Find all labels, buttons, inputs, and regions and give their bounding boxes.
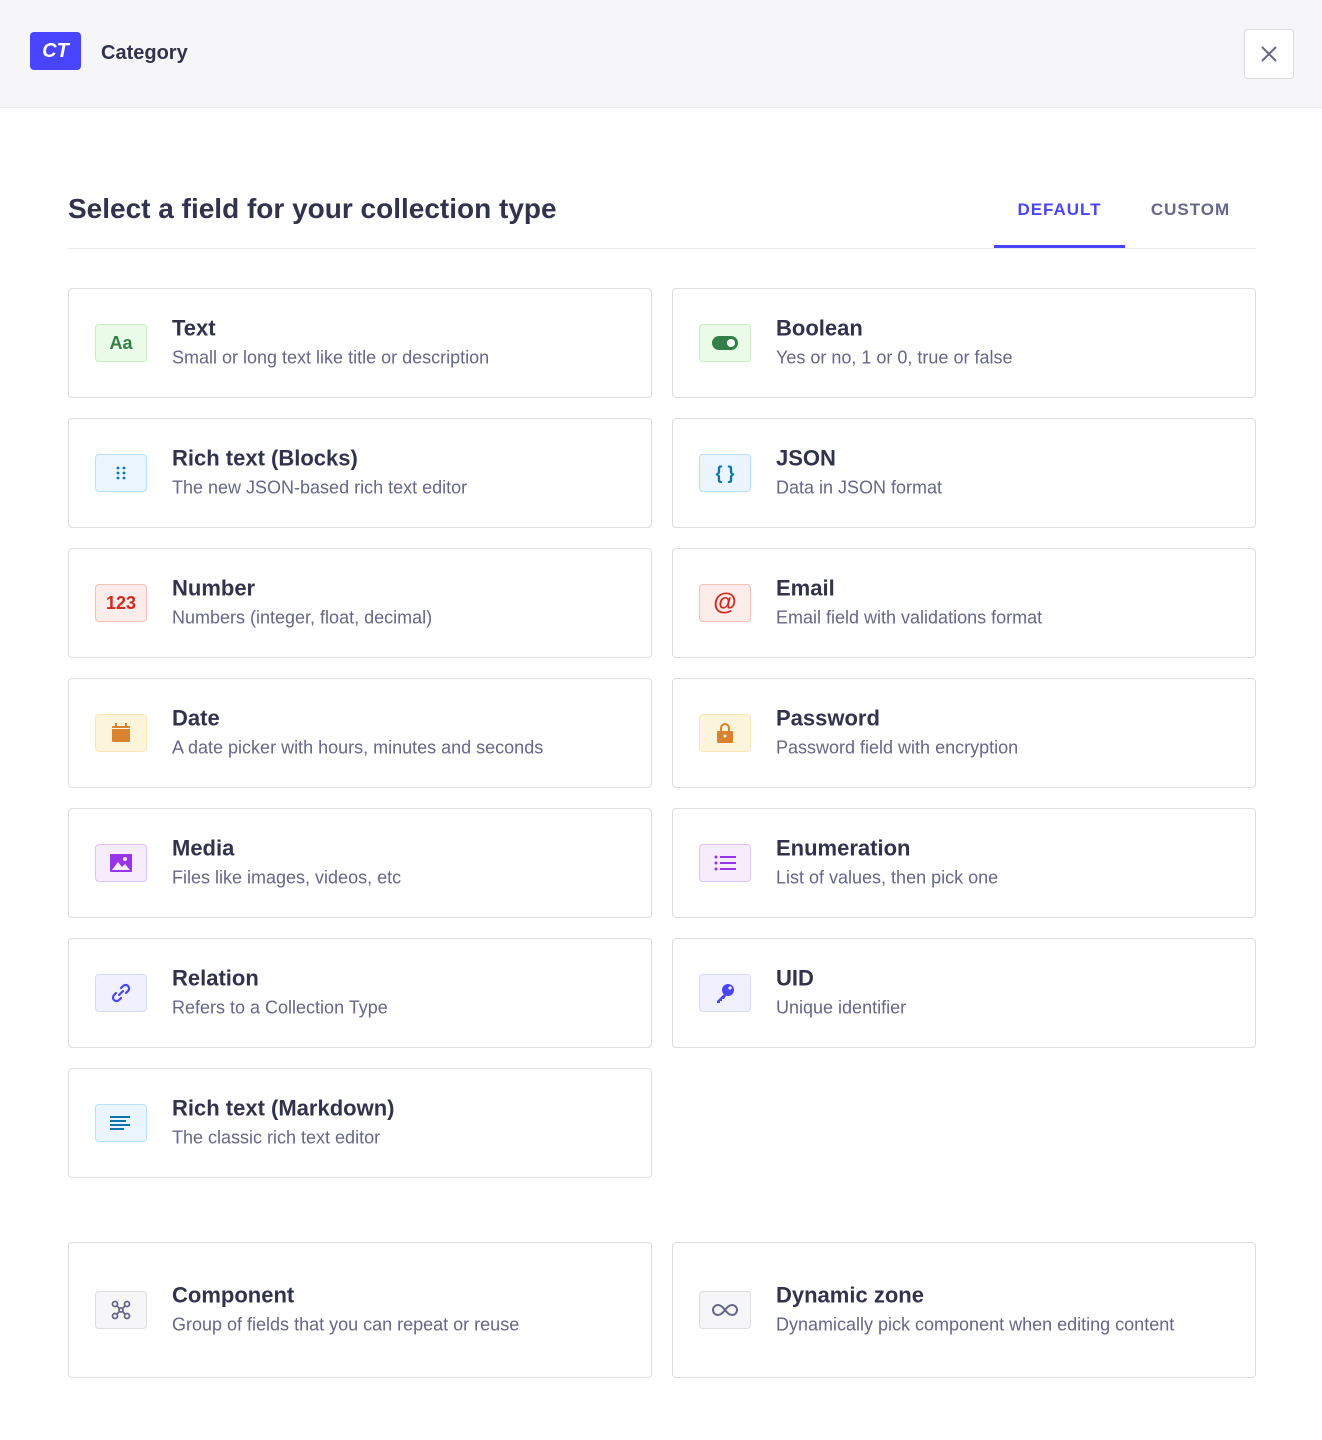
tab-custom[interactable]: CUSTOM <box>1150 200 1231 219</box>
field-description: The classic rich text editor <box>172 1127 381 1148</box>
field-description: List of values, then pick one <box>776 867 999 888</box>
component-icon <box>95 1291 147 1329</box>
field-title: Rich text (Markdown) <box>172 1095 395 1121</box>
field-title: Dynamic zone <box>776 1282 924 1308</box>
field-email[interactable]: @ Email Email field with validations form… <box>672 548 1256 658</box>
field-rich-text-markdown[interactable]: Rich text (Markdown) The classic rich tex… <box>68 1068 652 1178</box>
image-icon <box>95 844 147 882</box>
field-description: Dynamically pick component when editing … <box>776 1314 1175 1335</box>
number-icon: 123 <box>95 584 147 622</box>
field-title: Media <box>172 835 235 861</box>
field-title: JSON <box>776 445 836 471</box>
field-title: Enumeration <box>776 835 911 861</box>
field-title: Boolean <box>776 315 863 341</box>
text-icon: Aa <box>95 324 147 362</box>
toggle-icon <box>699 324 751 362</box>
field-password[interactable]: Password Password field with encryption <box>672 678 1256 788</box>
field-relation[interactable]: Relation Refers to a Collection Type <box>68 938 652 1048</box>
field-description: Password field with encryption <box>776 737 1019 758</box>
field-title: Component <box>172 1282 295 1308</box>
close-icon <box>1261 46 1277 62</box>
field-component[interactable]: Component Group of fields that you can re… <box>68 1242 652 1378</box>
field-description: Refers to a Collection Type <box>172 997 388 1018</box>
field-title: Email <box>776 575 835 601</box>
field-title: Password <box>776 705 880 731</box>
drag-dots-icon <box>95 454 147 492</box>
field-description: Group of fields that you can repeat or r… <box>172 1314 520 1335</box>
field-title: UID <box>776 965 814 991</box>
list-icon <box>699 844 751 882</box>
content-type-badge: CT <box>30 32 81 70</box>
content-type-name: Category <box>101 42 188 64</box>
field-description: The new JSON-based rich text editor <box>172 477 468 498</box>
field-description: Email field with validations format <box>776 607 1043 628</box>
field-media[interactable]: Media Files like images, videos, etc <box>68 808 652 918</box>
field-number[interactable]: 123 Number Numbers (integer, float, decim… <box>68 548 652 658</box>
field-description: Small or long text like title or descrip… <box>172 347 490 368</box>
tab-default[interactable]: DEFAULT <box>994 200 1125 248</box>
calendar-icon <box>95 714 147 752</box>
field-dynamic-zone[interactable]: Dynamic zone Dynamically pick component w… <box>672 1242 1256 1378</box>
key-icon <box>699 974 751 1012</box>
field-title: Relation <box>172 965 259 991</box>
field-title: Text <box>172 315 216 341</box>
field-description: A date picker with hours, minutes and se… <box>172 737 544 758</box>
modal-header: CT Category <box>0 0 1322 108</box>
field-description: Files like images, videos, etc <box>172 867 402 888</box>
field-rich-text-blocks[interactable]: Rich text (Blocks) The new JSON-based ric… <box>68 418 652 528</box>
field-title: Date <box>172 705 220 731</box>
field-description: Unique identifier <box>776 997 907 1018</box>
field-enumeration[interactable]: Enumeration List of values, then pick one <box>672 808 1256 918</box>
paragraph-icon <box>95 1104 147 1142</box>
link-icon <box>95 974 147 1012</box>
infinity-icon <box>699 1291 751 1329</box>
field-uid[interactable]: UID Unique identifier <box>672 938 1256 1048</box>
close-button[interactable] <box>1244 29 1294 79</box>
field-date[interactable]: Date A date picker with hours, minutes an… <box>68 678 652 788</box>
at-icon: @ <box>699 584 751 622</box>
field-boolean[interactable]: Boolean Yes or no, 1 or 0, true or false <box>672 288 1256 398</box>
field-text[interactable]: Aa Text Small or long text like title or … <box>68 288 652 398</box>
field-description: Yes or no, 1 or 0, true or false <box>776 347 1013 368</box>
field-description: Data in JSON format <box>776 477 943 498</box>
lock-icon <box>699 714 751 752</box>
tab-bar: DEFAULT CUSTOM <box>68 180 1256 249</box>
braces-icon: { } <box>699 454 751 492</box>
field-json[interactable]: { } JSON Data in JSON format <box>672 418 1256 528</box>
field-title: Number <box>172 575 256 601</box>
page-title: Select a field for your collection type <box>68 193 557 224</box>
field-description: Numbers (integer, float, decimal) <box>172 607 433 628</box>
field-title: Rich text (Blocks) <box>172 445 358 471</box>
